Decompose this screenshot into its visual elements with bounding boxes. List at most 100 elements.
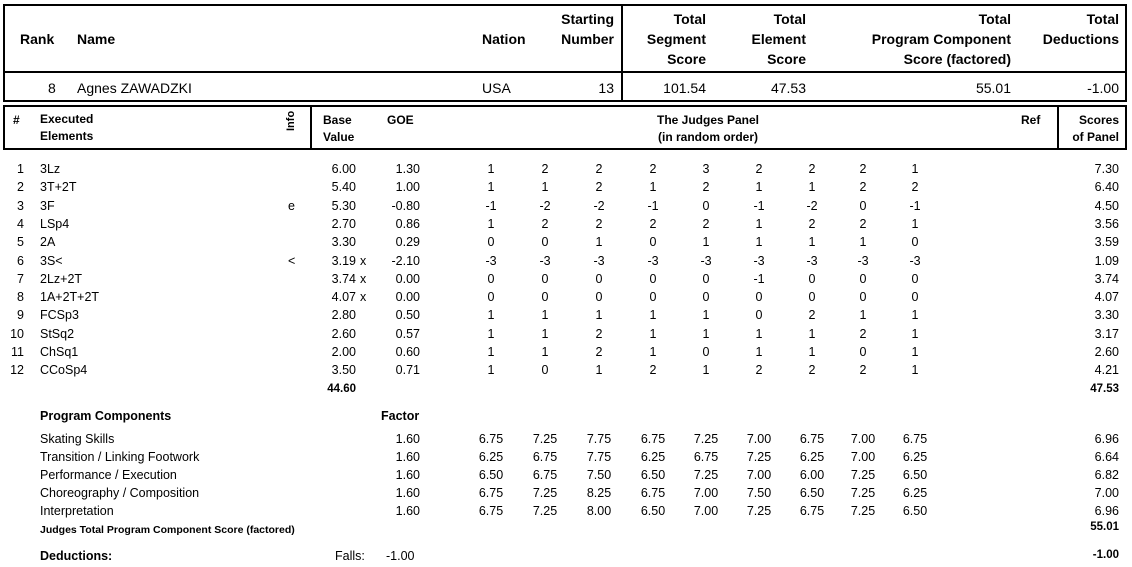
element-judge-score: 1: [487, 326, 495, 341]
element-bonus-x: x: [360, 253, 367, 268]
element-judge-score: 2: [808, 363, 816, 378]
element-judge-score: 0: [911, 290, 919, 305]
element-info: <: [288, 253, 296, 268]
element-judge-score: 1: [541, 308, 549, 323]
element-judge-score: 0: [859, 271, 867, 286]
element-judge-score: 0: [487, 271, 495, 286]
element-judge-score: 2: [755, 363, 763, 378]
element-judge-score: 0: [487, 235, 495, 250]
element-judge-score: 1: [595, 235, 603, 250]
component-judge-score: 8.00: [586, 504, 612, 518]
element-panel-score: 3.30: [1094, 308, 1119, 323]
element-num: 12: [10, 363, 24, 378]
element-judge-score: 0: [808, 290, 816, 305]
elements-header-box: [3, 105, 1127, 150]
element-judge-score: 1: [487, 162, 495, 176]
deductions-label: Deductions:: [40, 549, 113, 563]
element-base-value: 5.40: [331, 180, 356, 195]
component-judge-score: 6.50: [640, 504, 666, 518]
component-judge-score: 6.25: [799, 450, 825, 464]
element-judge-score: 2: [808, 216, 816, 231]
element-judge-score: -2: [806, 198, 818, 213]
skater-total-element-score: 47.53: [770, 80, 806, 96]
pcs-label-3: Score (factored): [903, 51, 1011, 67]
element-goe: -0.80: [391, 198, 421, 213]
element-judge-score: -3: [485, 253, 497, 268]
element-num: 9: [17, 308, 24, 323]
element-judge-score: 2: [859, 216, 867, 231]
component-factor: 1.60: [395, 486, 420, 500]
element-base-value: 3.19: [331, 253, 356, 268]
component-judge-score: 6.75: [640, 432, 666, 446]
element-judge-score: 0: [859, 198, 867, 213]
element-judge-score: 0: [649, 271, 657, 286]
element-base-value: 2.60: [331, 326, 356, 341]
element-judge-score: 2: [595, 180, 603, 195]
component-judge-score: 8.25: [586, 486, 612, 500]
component-judge-score: 6.00: [799, 468, 825, 482]
element-bonus-x: x: [360, 271, 367, 286]
element-name: 2A: [40, 235, 56, 250]
component-judge-score: 6.50: [902, 468, 928, 482]
element-judge-score: -3: [857, 253, 869, 268]
element-num: 11: [11, 345, 24, 359]
ded-label-1: Total: [1086, 11, 1119, 27]
component-panel-score: 6.96: [1094, 432, 1119, 446]
component-judge-score: 7.25: [850, 486, 876, 500]
component-panel-score: 6.64: [1094, 450, 1119, 464]
element-judge-score: 1: [649, 326, 657, 341]
element-panel-score: 3.17: [1094, 326, 1119, 341]
col-executed-label-2: Elements: [40, 129, 94, 143]
element-name: FCSp3: [40, 308, 79, 323]
tes-label-2: Element: [751, 31, 806, 47]
element-judge-score: -1: [485, 198, 497, 213]
element-judge-score: 2: [649, 216, 657, 231]
element-base-value: 3.30: [331, 235, 356, 250]
element-name: ChSq1: [40, 345, 79, 359]
element-judge-score: 1: [702, 308, 710, 323]
element-judge-score: 1: [541, 180, 549, 195]
element-judge-score: 1: [755, 216, 763, 231]
element-judge-score: 1: [755, 345, 763, 359]
component-judge-score: 6.75: [478, 486, 504, 500]
element-judge-score: 2: [859, 363, 867, 378]
skater-rank: 8: [48, 80, 56, 96]
element-judge-score: 1: [755, 235, 763, 250]
element-judge-score: 0: [541, 363, 549, 378]
element-name: StSq2: [40, 326, 75, 341]
element-name: 3S<: [40, 253, 63, 268]
component-factor: 1.60: [395, 504, 420, 518]
component-judge-score: 6.50: [478, 468, 504, 482]
element-judge-score: -1: [753, 198, 765, 213]
component-name: Transition / Linking Footwork: [40, 450, 200, 464]
components-factor-label: Factor: [381, 409, 420, 423]
starting-label-2: Number: [561, 31, 614, 47]
component-judge-score: 7.00: [746, 468, 772, 482]
element-num: 8: [17, 290, 24, 305]
elements-base-total: 44.60: [327, 382, 356, 395]
element-judge-score: 0: [487, 290, 495, 305]
components-total-score: 55.01: [1090, 521, 1119, 533]
element-judge-score: 2: [859, 326, 867, 341]
element-judge-score: 2: [649, 363, 657, 378]
name-label: Name: [77, 31, 116, 47]
deductions-total: -1.00: [1092, 549, 1119, 561]
element-panel-score: 3.56: [1094, 216, 1119, 231]
element-judge-score: 1: [487, 308, 495, 323]
element-judge-score: 0: [808, 271, 816, 286]
element-judge-score: 1: [649, 308, 657, 323]
element-goe: 1.30: [395, 162, 420, 176]
element-judge-score: 1: [808, 345, 816, 359]
element-judge-score: 1: [911, 326, 919, 341]
element-judge-score: 0: [595, 271, 603, 286]
component-panel-score: 6.96: [1094, 504, 1119, 518]
element-judge-score: 0: [911, 271, 919, 286]
col-info-label: Info: [285, 110, 297, 131]
component-name: Choreography / Composition: [40, 486, 200, 500]
element-judge-score: 2: [911, 180, 919, 195]
component-judge-score: 7.25: [532, 486, 558, 500]
element-judge-score: 0: [702, 290, 710, 305]
component-judge-score: 6.50: [799, 486, 825, 500]
element-base-value: 5.30: [331, 198, 356, 213]
element-judge-score: -3: [909, 253, 921, 268]
